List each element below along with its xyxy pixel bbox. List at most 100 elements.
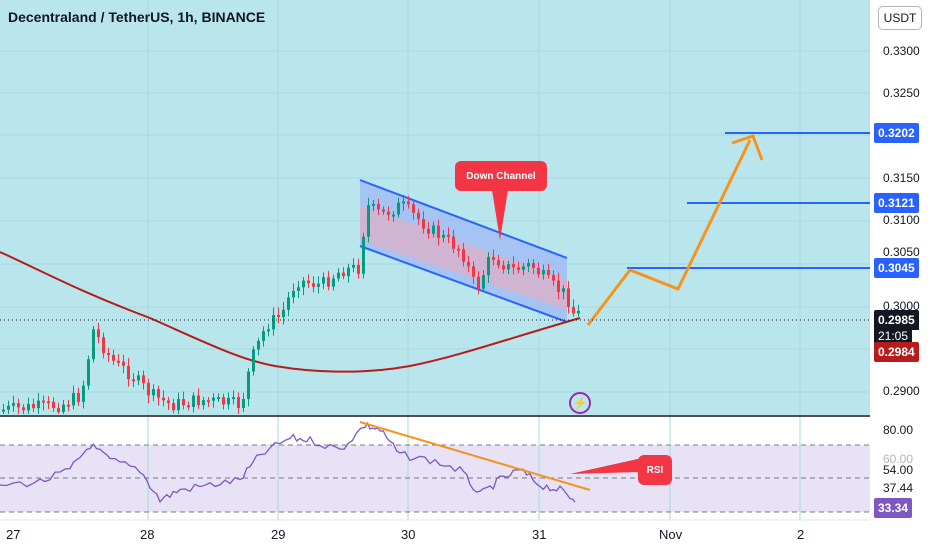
channel-top (359, 179, 568, 259)
candle-body (492, 256, 495, 261)
candle-body (432, 225, 435, 234)
candle-body (222, 397, 225, 405)
rsi-trend-line (359, 421, 591, 491)
bar-countdown: 21:05 (874, 326, 913, 346)
moving-average-line (0, 251, 581, 373)
candle-body (97, 329, 100, 338)
candle-body (537, 267, 540, 275)
candle-body (267, 329, 270, 332)
candle-body (567, 288, 570, 307)
candle-body (512, 264, 515, 268)
currency-button[interactable]: USDT (878, 6, 922, 30)
candle-body (477, 276, 480, 289)
date-label: 30 (401, 527, 416, 542)
candle-body (112, 354, 115, 361)
rsi-tick: 80.00 (883, 423, 914, 437)
candle-body (397, 202, 400, 215)
candle-body (217, 397, 220, 400)
candle-body (207, 400, 210, 403)
target-price-tag-2: 0.3121 (874, 193, 919, 213)
ma-price-tag: 0.2984 (874, 342, 919, 362)
candle-body (257, 340, 260, 350)
candle-body (522, 266, 525, 270)
candle-body (157, 389, 160, 398)
candle-body (352, 264, 355, 268)
rsi-tick: 60.00 (883, 452, 914, 466)
candle-body (82, 385, 85, 402)
rsi-tick: 54.00 (883, 463, 914, 477)
price-tick: 0.3000 (883, 299, 920, 313)
candle-body (137, 375, 140, 381)
candle-body (62, 404, 65, 413)
candle-body (552, 275, 555, 281)
time-axis-bg (0, 520, 932, 550)
candle-body (282, 309, 285, 317)
candle-body (32, 404, 35, 409)
price-tick: 0.3050 (883, 245, 920, 259)
candle-body (302, 280, 305, 288)
candle-body (547, 270, 550, 276)
candle-body (367, 205, 370, 237)
candle-body (47, 401, 50, 404)
rsi-line (0, 421, 576, 504)
date-label: 27 (6, 527, 21, 542)
horizontal-grid (0, 50, 870, 393)
candle-body (162, 397, 165, 401)
candle-body (147, 383, 150, 396)
candle-body (197, 395, 200, 406)
candle-body (247, 371, 250, 400)
price-tick: 0.2900 (883, 384, 920, 398)
candle-body (107, 353, 110, 356)
candle-body (132, 379, 135, 382)
channel-callout-pointer (492, 190, 508, 240)
date-label: 31 (532, 527, 547, 542)
rsi-value-tag: 33.34 (874, 498, 913, 518)
candle-body (307, 280, 310, 284)
candle-body (17, 403, 20, 408)
candle-body (487, 256, 490, 276)
candle-body (327, 277, 330, 287)
candle-body (87, 359, 90, 386)
candle-body (497, 260, 500, 266)
lightning-icon[interactable]: ⚡ (569, 392, 591, 414)
candle-body (27, 404, 30, 411)
date-label: 28 (140, 527, 155, 542)
candle-body (77, 393, 80, 402)
candle-body (342, 272, 345, 277)
candle-body (127, 365, 130, 380)
candle-body (362, 236, 365, 274)
candle-body (577, 310, 580, 314)
candle-body (192, 395, 195, 407)
candle-body (317, 283, 320, 287)
candle-body (252, 349, 255, 372)
candle-body (507, 264, 510, 270)
candle-body (542, 270, 545, 275)
candle-body (117, 360, 120, 363)
candle-body (447, 234, 450, 237)
chart-title: Decentraland / TetherUS, 1h, BINANCE (8, 9, 266, 25)
candle-body (337, 272, 340, 279)
candle-body (452, 236, 455, 249)
candle-body (532, 263, 535, 268)
candle-body (562, 288, 565, 293)
rsi-callout[interactable]: RSI (638, 455, 672, 485)
candle-body (557, 280, 560, 293)
projection-arrowhead (731, 134, 764, 161)
candle-body (152, 389, 155, 396)
candle-body (372, 203, 375, 206)
candle-body (377, 203, 380, 210)
candle-body (52, 401, 55, 409)
candle-body (392, 214, 395, 217)
candle-body (572, 306, 575, 314)
candle-body (417, 212, 420, 220)
candle-body (227, 397, 230, 405)
candle-body (12, 403, 15, 406)
down-channel-callout[interactable]: Down Channel (455, 161, 547, 191)
candle-body (462, 249, 465, 262)
candle-body (332, 278, 335, 287)
candle-body (242, 399, 245, 408)
candle-body (322, 277, 325, 284)
candle-body (187, 405, 190, 408)
